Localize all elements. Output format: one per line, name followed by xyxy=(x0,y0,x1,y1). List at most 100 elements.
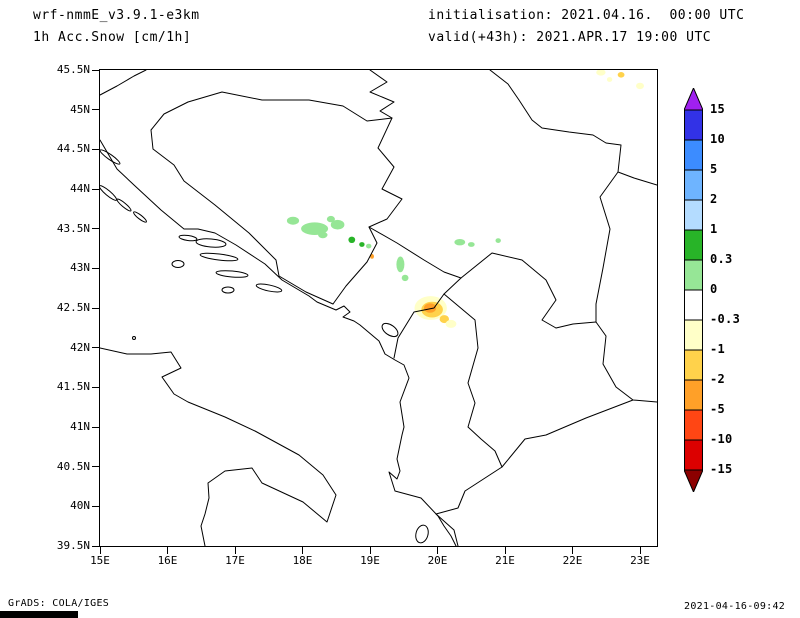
island-outline-dugi-otok xyxy=(100,185,118,201)
snow-patch xyxy=(617,72,625,78)
border-macedonia-greece xyxy=(501,399,634,468)
snow-shading-layer xyxy=(286,70,644,328)
x-tick-label: 17E xyxy=(225,554,245,567)
y-tick-label: 43N xyxy=(70,261,90,275)
y-tick-mark xyxy=(92,188,100,190)
x-tick-mark xyxy=(437,547,438,554)
y-tick-mark xyxy=(92,267,100,269)
island-outline-lastovo xyxy=(221,286,235,294)
init-time-text: initialisation: 2021.04.16. 00:00 UTC xyxy=(428,8,745,23)
colorbar-label: -1 xyxy=(710,342,726,356)
colorbar-label: 15 xyxy=(710,102,726,116)
snow-patch xyxy=(495,238,501,244)
y-tick-label: 43.5N xyxy=(56,221,90,235)
border-slovenia-croatia xyxy=(100,70,147,96)
colorbar: 15 10 5 2 1 0.3 0 -0.3 -1 -2 -5 -10 -15 xyxy=(684,88,754,492)
colorbar-svg xyxy=(684,88,703,492)
snow-patch xyxy=(348,236,356,243)
y-tick-label: 42.5N xyxy=(56,301,90,314)
island-outline-korcula xyxy=(215,270,249,278)
colorbar-arrow-bottom xyxy=(684,469,703,492)
border-serbia-romania-danube xyxy=(489,70,657,186)
y-tick-label: 44N xyxy=(70,182,90,195)
island-outline-brac xyxy=(195,238,227,248)
border-serbia-bulgaria xyxy=(595,171,619,323)
x-tick-label: 19E xyxy=(360,554,380,567)
colorbar-label: 0 xyxy=(710,282,718,296)
x-tick-mark xyxy=(302,547,303,554)
colorbar-label: -10 xyxy=(710,432,733,446)
island-outline-kornati xyxy=(116,198,132,212)
border-bosnia-montenegro xyxy=(332,226,378,305)
snow-patch xyxy=(396,256,405,273)
x-tick-label: 22E xyxy=(562,554,583,567)
colorbar-label: -2 xyxy=(710,372,726,386)
y-tick-mark xyxy=(92,109,100,111)
colorbar-label: 0.3 xyxy=(710,252,733,266)
colorbar-label: -0.3 xyxy=(710,312,741,326)
snow-patch xyxy=(636,82,644,90)
border-albania-east xyxy=(435,293,503,546)
y-tick-mark xyxy=(92,426,100,428)
snow-patch xyxy=(301,222,329,235)
y-tick-mark xyxy=(92,386,100,388)
coastline-adriatic xyxy=(100,139,457,546)
snow-patch xyxy=(318,231,328,239)
y-tick-label: 39.5N xyxy=(56,539,90,552)
x-tick-label: 23E xyxy=(630,554,650,567)
y-tick-mark xyxy=(92,347,100,349)
x-tick-label: 20E xyxy=(427,554,448,567)
border-montenegro-albania xyxy=(393,277,462,359)
plot-timestamp: 2021-04-16-09:42 xyxy=(684,601,786,612)
x-tick-mark xyxy=(167,547,168,554)
island-outline-hvar xyxy=(199,252,239,262)
y-tick-mark xyxy=(92,307,100,309)
border-croatia-serbia xyxy=(369,70,395,119)
snow-patch xyxy=(445,319,457,328)
border-croatia-bosnia-west xyxy=(150,101,334,305)
x-tick-mark xyxy=(234,547,236,554)
snow-patch xyxy=(467,242,475,247)
y-tick-label: 42N xyxy=(70,340,90,354)
y-tick-label: 44.5N xyxy=(56,142,90,156)
colorbar-label: -15 xyxy=(710,462,733,476)
x-tick-mark xyxy=(572,547,573,554)
y-tick-mark xyxy=(92,466,100,468)
colorbar-label: 1 xyxy=(710,222,718,236)
island-outline-solta xyxy=(178,234,198,242)
bottom-left-dark-strip xyxy=(0,611,78,618)
x-tick-label: 16E xyxy=(157,554,178,567)
y-tick-label: 45N xyxy=(70,102,90,116)
border-serbia-macedonia-bulgaria xyxy=(555,321,657,403)
x-tick-mark xyxy=(504,547,506,554)
border-drina-bosnia-serbia xyxy=(368,117,403,228)
snow-patch xyxy=(330,219,345,230)
border-montenegro-serbia xyxy=(368,226,462,279)
snow-patch xyxy=(454,239,466,246)
snow-patch xyxy=(606,77,613,82)
colorbar-labels: 15 10 5 2 1 0.3 0 -0.3 -1 -2 -5 -10 -15 xyxy=(684,88,754,492)
x-tick-label: 21E xyxy=(495,554,515,567)
valid-time-text: valid(+43h): 2021.APR.17 19:00 UTC xyxy=(428,30,712,45)
x-tick-mark xyxy=(639,547,641,554)
island-outline-tremiti xyxy=(132,336,136,340)
y-tick-mark xyxy=(92,69,100,71)
y-tick-mark xyxy=(92,148,100,150)
y-tick-label: 45.5N xyxy=(56,63,90,76)
x-tick-label: 18E xyxy=(292,554,313,567)
map-plot-area xyxy=(99,69,658,547)
snow-patch xyxy=(596,70,606,76)
border-sava-north xyxy=(187,91,393,122)
grads-credit: GrADS: COLA/IGES xyxy=(8,598,110,609)
x-tick-label: 15E xyxy=(90,554,110,567)
map-svg xyxy=(100,70,657,546)
island-outline-murter xyxy=(133,211,147,223)
border-kosovo xyxy=(460,252,557,329)
island-outline-mljet xyxy=(255,283,283,293)
snow-patch xyxy=(439,315,449,324)
colorbar-label: 2 xyxy=(710,192,718,206)
y-tick-label: 41N xyxy=(70,420,90,433)
colorbar-label: 10 xyxy=(710,132,726,146)
snow-patch xyxy=(359,242,365,247)
